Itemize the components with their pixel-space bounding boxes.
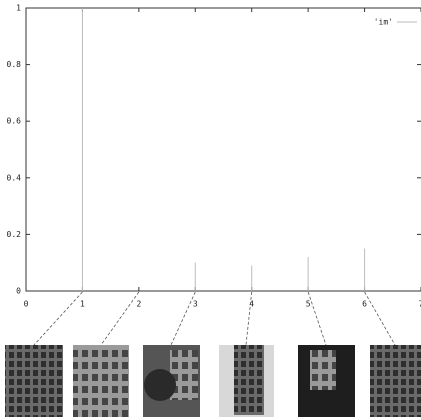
chart: 00.20.40.60.8101234567'im' — [0, 0, 421, 420]
connector — [101, 292, 139, 345]
photo-detail — [144, 369, 176, 401]
photo — [5, 345, 63, 417]
connector — [34, 292, 82, 345]
photo — [370, 345, 421, 417]
x-tick-label: 0 — [24, 300, 29, 309]
y-tick-label: 0.2 — [7, 230, 22, 239]
connector — [308, 292, 326, 345]
x-tick-label: 6 — [362, 300, 367, 309]
page: 00.20.40.60.8101234567'im' (() => { cons… — [0, 0, 421, 420]
photo-detail — [170, 350, 198, 400]
x-tick-label: 3 — [193, 300, 198, 309]
photos — [5, 345, 421, 417]
x-tick-label: 1 — [80, 300, 85, 309]
photo-detail — [310, 350, 336, 390]
x-tick-label: 5 — [306, 300, 311, 309]
plot-frame — [26, 8, 421, 291]
y-tick-label: 0.8 — [7, 60, 22, 69]
y-tick-label: 0.6 — [7, 117, 22, 126]
photo-detail — [234, 345, 264, 415]
connector — [365, 292, 395, 345]
connector — [171, 292, 195, 345]
y-tick-label: 0.4 — [7, 173, 22, 182]
legend-label: 'im' — [374, 18, 393, 27]
x-tick-label: 2 — [136, 300, 141, 309]
photo — [73, 345, 129, 417]
y-tick-label: 1 — [16, 4, 21, 13]
y-tick-label: 0 — [16, 287, 21, 296]
